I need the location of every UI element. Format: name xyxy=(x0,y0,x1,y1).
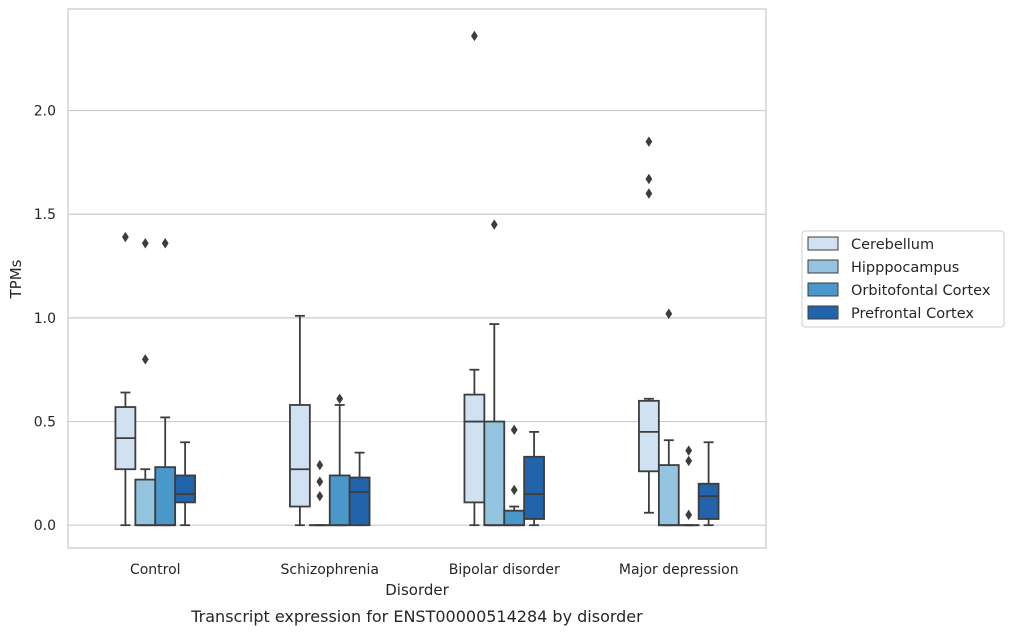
box xyxy=(697,482,720,520)
box xyxy=(289,404,311,508)
y-tick-label: 0.0 xyxy=(34,518,56,534)
x-tick-label: Bipolar disorder xyxy=(449,562,560,578)
box xyxy=(328,474,351,527)
outlier-point xyxy=(141,238,149,249)
outlier-point xyxy=(490,219,498,230)
y-tick-label: 2.0 xyxy=(34,104,56,120)
box xyxy=(483,420,506,527)
legend-label: Cerebellum xyxy=(851,237,934,253)
y-tick-labels: 0.0 0.5 1.0 1.5 2.0 xyxy=(34,104,56,535)
box-group xyxy=(657,308,680,527)
box-group xyxy=(328,393,351,527)
box xyxy=(503,509,526,527)
outlier-point xyxy=(316,490,324,502)
box-group xyxy=(638,136,660,514)
box-group xyxy=(154,238,177,527)
outlier-point xyxy=(645,173,653,185)
box xyxy=(657,464,680,527)
legend-label: Orbitofontal Cortex xyxy=(851,283,991,299)
legend-label: Prefrontal Cortex xyxy=(851,306,974,322)
box-group xyxy=(308,459,331,527)
outlier-point xyxy=(141,354,149,365)
outlier-point xyxy=(510,484,518,496)
outlier-point xyxy=(471,30,478,42)
box-group xyxy=(523,431,545,527)
box-group xyxy=(174,441,196,527)
box xyxy=(523,455,545,520)
legend-frame xyxy=(801,230,1005,328)
legend-label: Hipppocampus xyxy=(851,260,959,276)
outlier-point xyxy=(665,308,673,319)
box xyxy=(638,399,660,473)
chart-caption: Transcript expression for ENST0000051428… xyxy=(190,607,643,626)
y-tick-label: 1.5 xyxy=(34,207,56,223)
box xyxy=(463,393,486,504)
box-group xyxy=(677,445,700,527)
box-group xyxy=(134,238,157,527)
x-tick-labels: Control Schizophrenia Bipolar disorder Majo… xyxy=(130,562,739,578)
box-group xyxy=(348,451,371,527)
y-axis-title: TPMs xyxy=(7,259,25,299)
box xyxy=(348,476,371,527)
x-tick-label: Schizophrenia xyxy=(281,562,379,578)
outlier-point xyxy=(316,476,324,487)
box-group xyxy=(697,441,720,527)
outlier-point xyxy=(510,424,518,436)
outlier-point xyxy=(161,238,169,249)
x-tick-label: Control xyxy=(130,562,181,578)
legend-swatch xyxy=(807,282,839,297)
outlier-point xyxy=(645,136,653,147)
outlier-point xyxy=(685,455,693,467)
x-tick-label: Major depression xyxy=(619,562,739,578)
legend-swatch xyxy=(807,236,839,251)
box xyxy=(154,466,177,527)
box-group xyxy=(114,231,137,527)
legend-swatch xyxy=(807,305,839,320)
outlier-point xyxy=(316,459,324,471)
boxes xyxy=(114,30,720,527)
legend-swatch xyxy=(807,259,839,274)
outlier-point xyxy=(122,231,129,243)
box xyxy=(134,478,157,527)
outlier-point xyxy=(685,445,693,456)
box-group xyxy=(289,314,311,527)
outlier-point xyxy=(685,509,693,521)
box-group xyxy=(483,219,506,527)
outlier-point xyxy=(336,393,344,404)
y-tick-label: 1.0 xyxy=(34,311,56,327)
outlier-point xyxy=(645,188,653,199)
y-tick-label: 0.5 xyxy=(34,415,56,431)
legend: Cerebellum Hipppocampus Orbitofontal Corte… xyxy=(801,230,1005,328)
box xyxy=(174,474,196,504)
x-axis-title: Disorder xyxy=(385,581,449,599)
